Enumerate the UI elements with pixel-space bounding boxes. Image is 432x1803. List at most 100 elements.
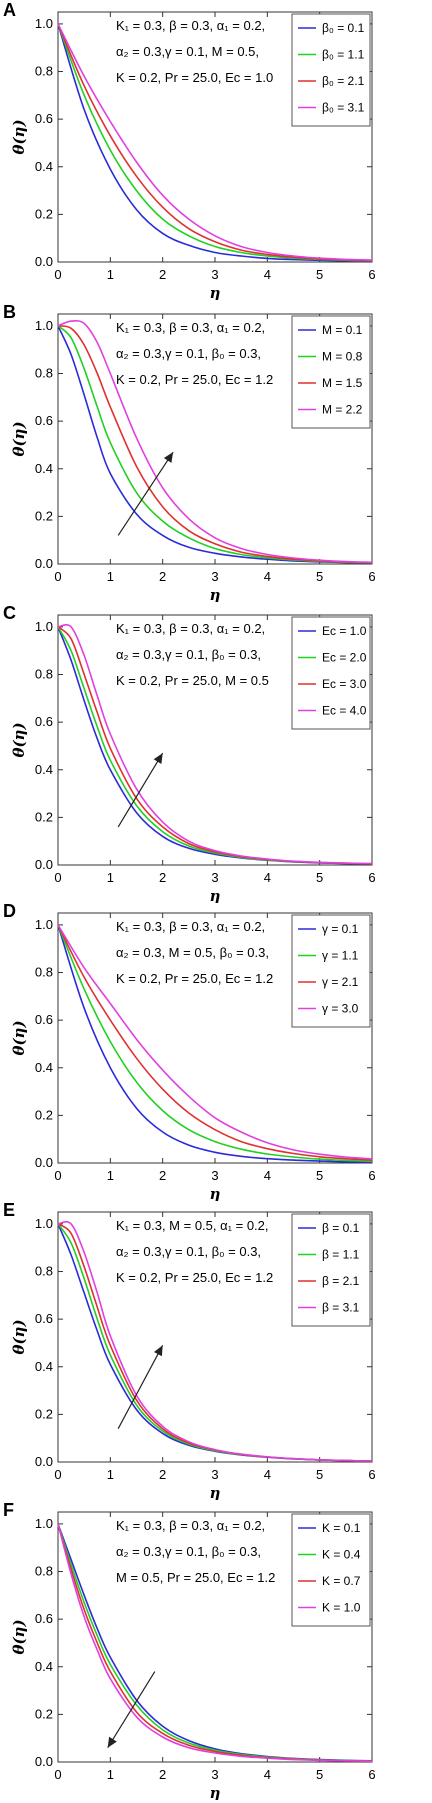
series-line [57, 924, 373, 1160]
trend-arrow [117, 1345, 164, 1429]
y-tick-label: 0.8 [35, 965, 53, 980]
trend-arrow-head [154, 1345, 163, 1357]
y-tick-label: 0.2 [35, 508, 53, 523]
y-tick-label: 0.4 [35, 762, 53, 777]
series-line [57, 924, 373, 1161]
y-tick-label: 0.6 [35, 1611, 53, 1626]
y-tick-label: 0.0 [35, 254, 53, 269]
series-line [57, 1220, 373, 1462]
y-axis-label: θ(η) [10, 1020, 28, 1055]
y-tick-label: 0.8 [35, 667, 53, 682]
y-tick-label: 1.0 [35, 619, 53, 634]
x-tick-label: 3 [211, 1767, 218, 1782]
trend-arrow [117, 752, 164, 828]
y-tick-label: 0.2 [35, 809, 53, 824]
y-tick-label: 0.8 [35, 1264, 53, 1279]
x-tick-label: 3 [211, 1168, 218, 1183]
y-tick-label: 0.2 [35, 1406, 53, 1421]
x-tick-label: 2 [159, 267, 166, 282]
y-tick-label: 0.6 [35, 413, 53, 428]
series-line [57, 325, 373, 564]
legend-entry: β = 2.1 [322, 1274, 360, 1288]
y-tick-label: 0.2 [35, 1107, 53, 1122]
trend-arrow-head [163, 452, 174, 463]
x-tick-label: 0 [54, 1168, 61, 1183]
legend-entry: γ = 2.1 [322, 975, 359, 989]
x-tick-label: 3 [211, 267, 218, 282]
line-chart: 0 1 2 3 4 5 6 0.0 0.2 0.4 0.6 0.8 1.0 η θ(η) K₁ = 0.3, … [10, 912, 376, 1201]
parameter-text: K₁ = 0.3, β = 0.3, α₁ = 0.2, [116, 919, 265, 934]
x-tick-label: 2 [159, 569, 166, 584]
chart-panel: A 0 1 2 3 4 5 6 0.0 0.2 0.4 0.6 0.8 1.0 η θ(η) K₁ = 0.3,… [0, 0, 432, 300]
parameter-text: K₁ = 0.3, β = 0.3, α₁ = 0.2, [116, 18, 265, 33]
y-tick-label: 0.0 [35, 1454, 53, 1469]
y-tick-label: 0.4 [35, 1359, 53, 1374]
x-tick-label: 4 [264, 1168, 271, 1183]
parameter-text: K₁ = 0.3, M = 0.5, α₁ = 0.2, [116, 1218, 269, 1233]
parameter-text: K = 0.2, Pr = 25.0, Ec = 1.2 [116, 971, 273, 986]
parameter-text: K₁ = 0.3, β = 0.3, α₁ = 0.2, [116, 621, 265, 636]
x-tick-label: 2 [159, 870, 166, 885]
x-tick-label: 0 [54, 569, 61, 584]
y-tick-label: 1.0 [35, 1216, 53, 1231]
legend-entry: M = 2.2 [322, 403, 363, 417]
series-line [57, 623, 373, 865]
y-tick-label: 0.6 [35, 1012, 53, 1027]
y-tick-label: 1.0 [35, 917, 53, 932]
panel-label: A [3, 0, 16, 20]
line-chart: 0 1 2 3 4 5 6 0.0 0.2 0.4 0.6 0.8 1.0 η θ(η) K₁ = 0.3, … [10, 614, 376, 903]
x-tick-label: 0 [54, 1767, 61, 1782]
x-tick-label: 0 [54, 267, 61, 282]
legend-entry: β₀ = 3.1 [322, 101, 365, 115]
series-line [57, 23, 373, 261]
parameter-text: α₂ = 0.3, M = 0.5, β₀ = 0.3, [116, 945, 269, 960]
parameter-text: K = 0.2, Pr = 25.0, Ec = 1.0 [116, 70, 273, 85]
y-tick-label: 0.4 [35, 1659, 53, 1674]
legend-entry: γ = 0.1 [322, 922, 359, 936]
parameter-text: K = 0.2, Pr = 25.0, Ec = 1.2 [116, 372, 273, 387]
x-tick-label: 4 [264, 1767, 271, 1782]
x-tick-label: 6 [368, 1767, 375, 1782]
y-tick-label: 1.0 [35, 1516, 53, 1531]
x-tick-label: 4 [264, 870, 271, 885]
y-tick-label: 0.0 [35, 857, 53, 872]
legend-entry: Ec = 1.0 [322, 624, 367, 638]
x-tick-label: 2 [159, 1467, 166, 1482]
series-line [57, 924, 373, 1164]
line-chart: 0 1 2 3 4 5 6 0.0 0.2 0.4 0.6 0.8 1.0 η θ(η) K₁ = 0.3, … [10, 1511, 376, 1800]
parameter-text: K = 0.2, Pr = 25.0, M = 0.5 [116, 673, 269, 688]
trend-arrow [117, 451, 174, 536]
x-axis-label: η [210, 1484, 221, 1500]
x-tick-label: 6 [368, 569, 375, 584]
x-tick-label: 1 [107, 1467, 114, 1482]
y-tick-label: 0.6 [35, 111, 53, 126]
y-tick-label: 0.0 [35, 1155, 53, 1170]
x-tick-label: 5 [316, 1767, 323, 1782]
y-tick-label: 0.8 [35, 1564, 53, 1579]
y-tick-label: 0.8 [35, 64, 53, 79]
series-line [57, 924, 373, 1163]
x-tick-label: 3 [211, 870, 218, 885]
x-tick-label: 6 [368, 1467, 375, 1482]
x-tick-label: 4 [264, 569, 271, 584]
trend-arrow-head [153, 753, 163, 764]
y-tick-label: 0.2 [35, 1706, 53, 1721]
series-line [57, 23, 373, 263]
legend-entry: γ = 1.1 [322, 949, 359, 963]
legend-entry: M = 0.8 [322, 350, 363, 364]
x-axis-label: η [210, 887, 221, 903]
panel-label: E [3, 1200, 16, 1220]
parameter-text: K₁ = 0.3, β = 0.3, α₁ = 0.2, [116, 320, 265, 335]
line-chart: 0 1 2 3 4 5 6 0.0 0.2 0.4 0.6 0.8 1.0 η θ(η) K₁ = 0.3, … [10, 11, 376, 300]
parameter-text: K = 0.2, Pr = 25.0, Ec = 1.2 [116, 1270, 273, 1285]
chart-panel: F 0 1 2 3 4 5 6 0.0 0.2 0.4 0.6 0.8 1.0 η θ(η) K₁ = 0.3,… [0, 1500, 432, 1800]
y-axis-label: θ(η) [10, 722, 28, 757]
panel-label: C [3, 603, 16, 623]
x-axis-label: η [210, 1784, 221, 1800]
y-tick-label: 0.2 [35, 206, 53, 221]
y-tick-label: 0.8 [35, 366, 53, 381]
trend-arrow [107, 1671, 156, 1749]
y-tick-label: 1.0 [35, 318, 53, 333]
parameter-text: α₂ = 0.3,γ = 0.1, β₀ = 0.3, [116, 647, 261, 662]
x-tick-label: 0 [54, 870, 61, 885]
